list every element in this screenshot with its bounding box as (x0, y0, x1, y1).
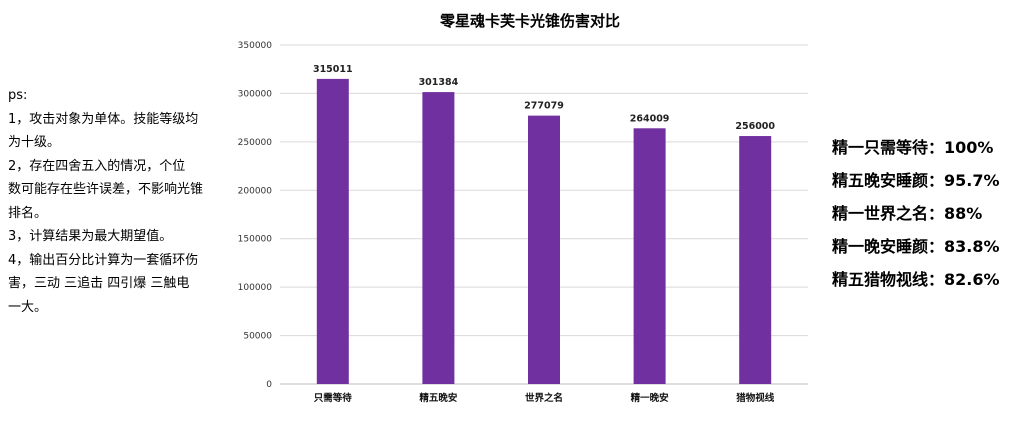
chart-title: 零星魂卡芙卡光锥伤害对比 (439, 12, 620, 30)
bar (422, 92, 455, 384)
y-tick-label: 150000 (238, 235, 273, 245)
y-tick-label: 0 (266, 380, 272, 390)
summary-row: 精一世界之名：88% (832, 204, 983, 223)
data-label: 315011 (313, 64, 353, 75)
summary-row: 精五猎物视线：82.6% (832, 270, 1000, 289)
summary-row: 精一晚安睡颜：83.8% (832, 237, 1000, 256)
notes-line: 一大。 (8, 299, 48, 315)
x-tick-label: 猎物视线 (736, 392, 775, 404)
bar (739, 136, 772, 384)
y-tick-label: 50000 (243, 332, 272, 342)
bar (633, 128, 666, 384)
summary-panel: 精一只需等待：100% 精五晚安睡颜：95.7% 精一世界之名：88% 精一晚安… (832, 134, 1022, 299)
data-label: 264009 (630, 113, 670, 124)
notes-line: 3，计算结果为最大期望值。 (8, 229, 173, 244)
data-label: 301384 (419, 77, 459, 88)
notes-line: 4，输出百分比计算为一套循环伤 (8, 252, 199, 268)
notes-line: 数可能存在些许误差，不影响光锥 (8, 182, 204, 197)
bar (316, 78, 349, 384)
notes-line: 害，三动 三追击 四引爆 三触电 (8, 276, 190, 291)
bar (528, 115, 560, 384)
y-tick-label: 300000 (238, 89, 273, 99)
summary-row: 精五晚安睡颜：95.7% (832, 171, 1000, 190)
notes-line: 2，存在四舍五入的情况，个位 (8, 158, 186, 174)
notes-line: 排名。 (8, 205, 48, 221)
y-tick-label: 200000 (238, 186, 273, 196)
x-tick-label: 精五晚安 (419, 392, 458, 404)
data-label: 277079 (524, 101, 564, 112)
x-tick-label: 世界之名 (525, 392, 563, 404)
y-tick-label: 100000 (238, 283, 273, 293)
summary-row: 精一只需等待：100% (832, 138, 994, 157)
notes-line: 为十级。 (8, 135, 61, 150)
notes-line: 1，攻击对象为单体。技能等级均 (8, 111, 199, 127)
x-tick-label: 精一晚安 (631, 392, 670, 404)
x-tick-label: 只需等待 (314, 392, 353, 404)
notes-heading: ps: (8, 88, 28, 103)
data-label: 256000 (735, 121, 775, 132)
y-tick-label: 250000 (238, 138, 273, 148)
y-tick-label: 350000 (238, 41, 273, 51)
notes-panel: ps: 1，攻击对象为单体。技能等级均 为十级。 2，存在四舍五入的情况，个位 … (8, 84, 218, 319)
